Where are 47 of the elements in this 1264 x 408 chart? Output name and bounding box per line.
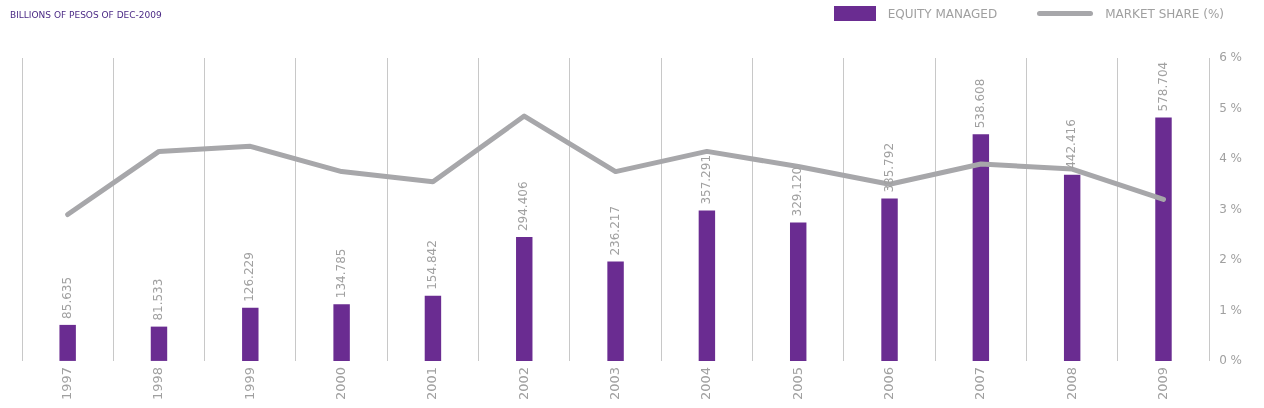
bar <box>789 222 807 361</box>
bar <box>1155 117 1172 361</box>
data-label: 236.217 <box>607 205 622 256</box>
legend-label: EQUITY MANAGED <box>887 6 998 21</box>
x-tick-label: 2001 <box>424 366 440 401</box>
bar <box>972 134 990 361</box>
x-tick-label: 2000 <box>332 366 348 401</box>
x-tick-label: 2009 <box>1154 366 1170 401</box>
y2-tick-label: 2 % <box>1219 252 1243 267</box>
data-label: 126.229 <box>242 252 257 302</box>
x-tick-label: 2002 <box>515 366 531 401</box>
x-tick-label: 2006 <box>880 366 896 401</box>
x-tick-label: 1998 <box>150 366 166 401</box>
data-label: 134.785 <box>333 248 348 299</box>
y2-tick-label: 0 % <box>1219 353 1243 368</box>
bar <box>59 324 76 361</box>
data-label: 81.533 <box>151 278 166 321</box>
y2-tick-label: 3 % <box>1219 201 1243 216</box>
bar <box>242 307 259 361</box>
data-label: 578.704 <box>1155 61 1170 112</box>
x-tick-label: 2004 <box>698 366 714 401</box>
legend-label: MARKET SHARE (%) <box>1105 6 1224 21</box>
data-label: 294.406 <box>516 181 531 232</box>
x-tick-label: 2008 <box>1063 366 1079 401</box>
data-label: 538.608 <box>972 78 987 129</box>
bar <box>150 326 168 361</box>
y2-tick-label: 4 % <box>1219 151 1243 166</box>
bar <box>424 295 442 361</box>
data-label: 357.291 <box>699 154 714 205</box>
x-tick-label: 2007 <box>972 366 988 401</box>
bar <box>698 210 716 361</box>
bar <box>881 198 898 361</box>
bar <box>607 261 624 361</box>
x-tick-label: 2003 <box>606 366 622 401</box>
data-label: 154.842 <box>425 240 440 290</box>
x-tick-label: 1999 <box>241 366 257 401</box>
bar <box>1063 174 1081 361</box>
bar <box>516 237 533 361</box>
chart-subtitle: BILLIONS OF PESOS OF DEC-2009 <box>10 10 162 20</box>
y2-tick-label: 6 % <box>1219 50 1243 65</box>
bar <box>333 304 350 361</box>
x-tick-label: 2005 <box>789 366 805 401</box>
y2-tick-label: 1 % <box>1219 302 1243 317</box>
x-tick-label: 1997 <box>59 366 75 401</box>
data-label: 329.120 <box>790 166 805 217</box>
data-label: 85.635 <box>59 276 74 319</box>
y2-tick-label: 5 % <box>1219 100 1243 115</box>
